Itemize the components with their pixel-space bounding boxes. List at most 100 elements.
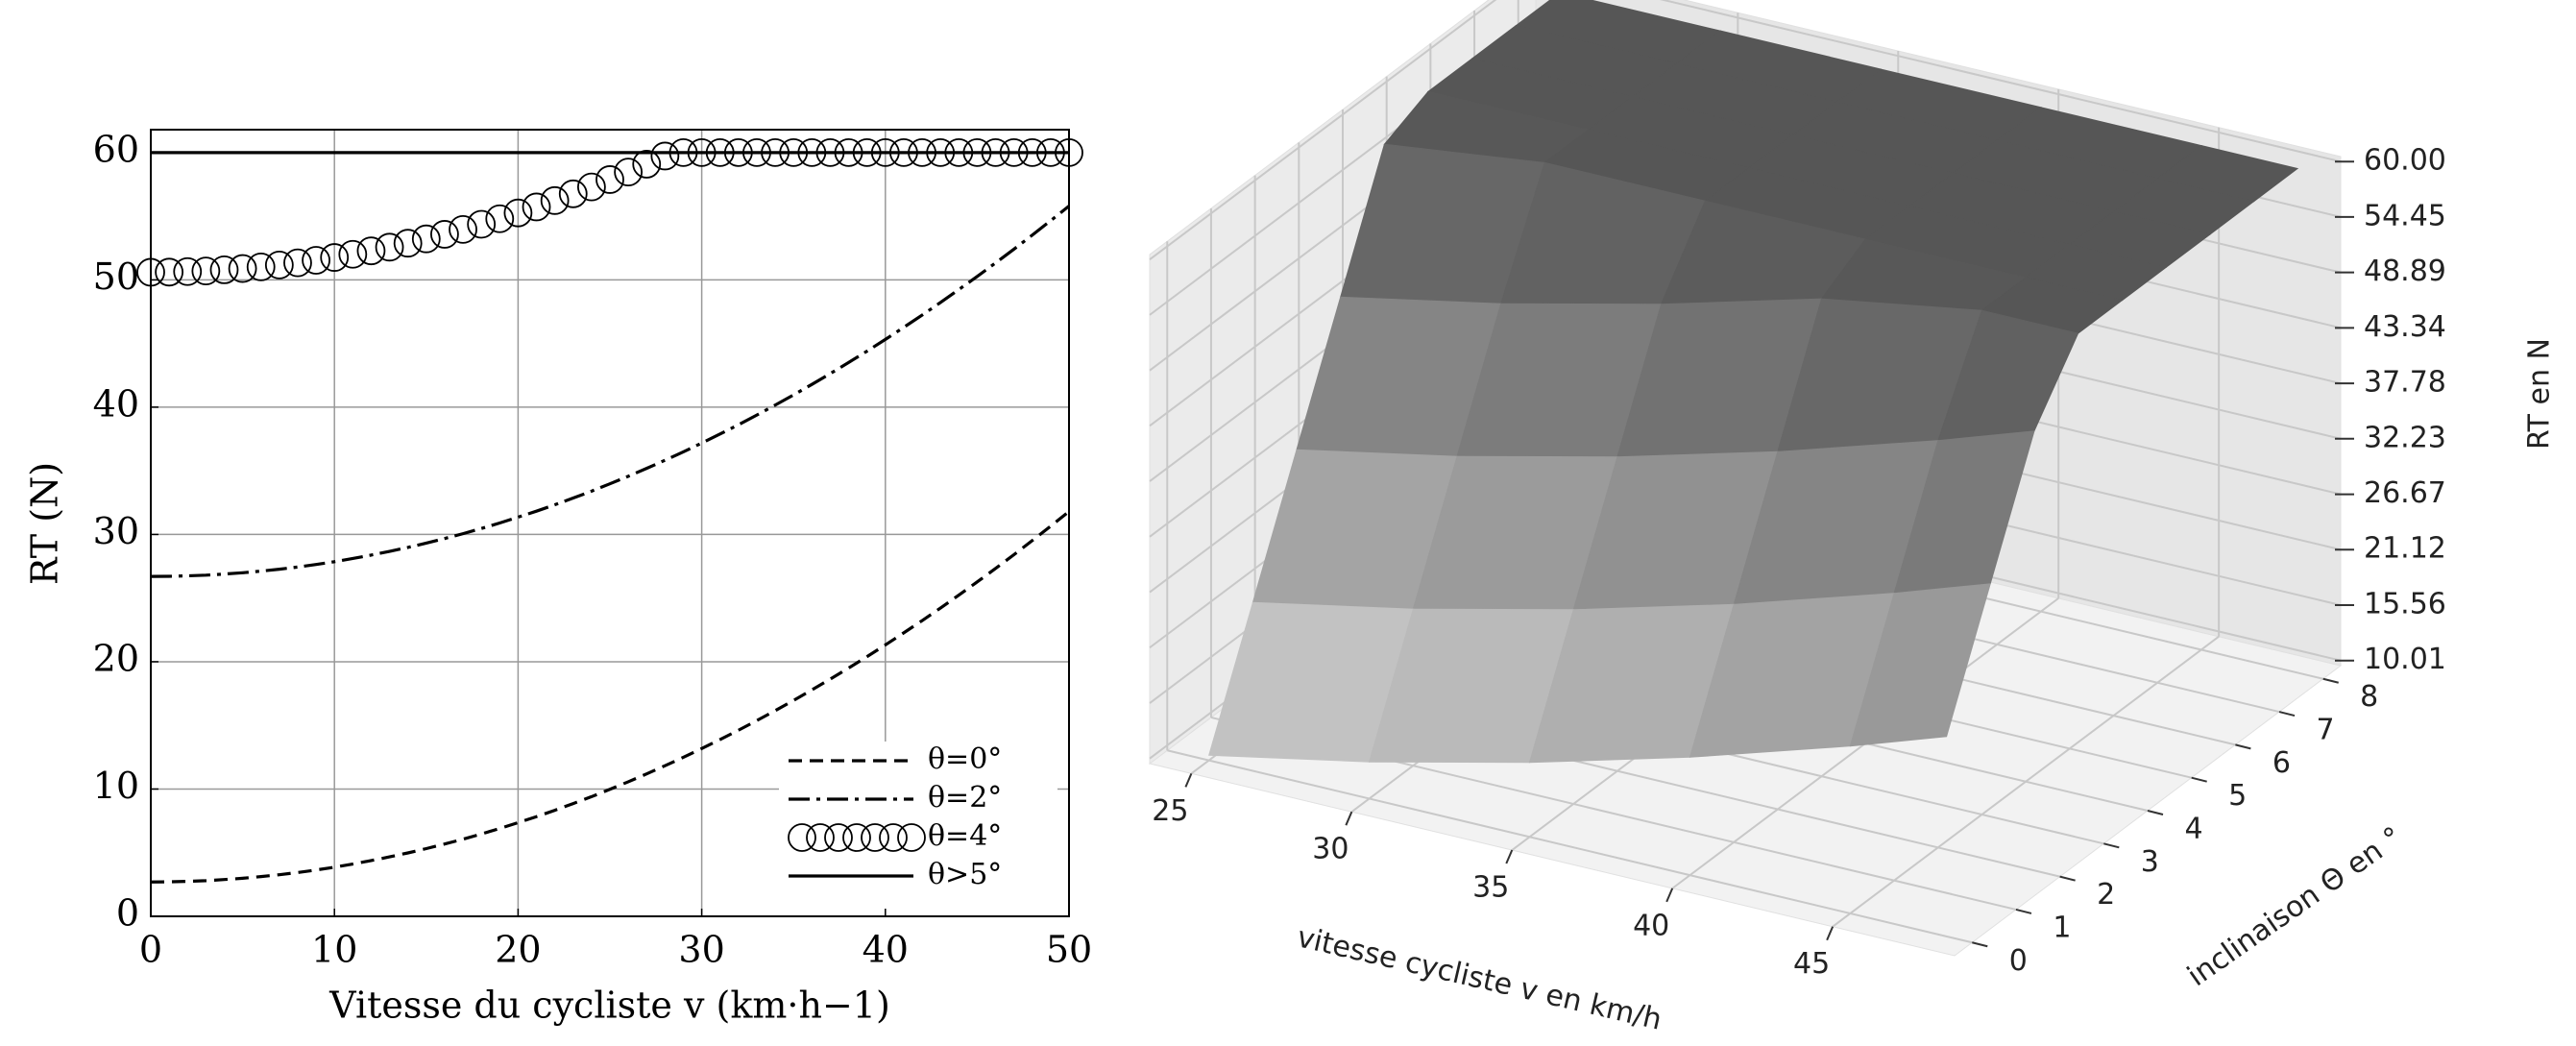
x-tick-label: 30	[678, 929, 724, 971]
data-point	[356, 236, 386, 266]
data-point	[558, 179, 588, 208]
x-axis-label-3d: vitesse cycliste v en km/h	[1294, 920, 1665, 1036]
y-tick	[2235, 743, 2251, 750]
z-tick-label: 10.01	[2364, 643, 2446, 676]
legend-label: θ=2°	[928, 781, 1002, 815]
y-tick-label: 7	[2316, 714, 2334, 747]
data-point	[393, 229, 423, 258]
data-point	[209, 255, 239, 284]
data-point	[375, 232, 404, 262]
y-tick	[2147, 810, 2164, 815]
y-tick-label: 2	[2097, 878, 2115, 912]
x-tick-label: 40	[1633, 909, 1669, 942]
data-point	[650, 141, 680, 171]
data-point	[540, 185, 570, 215]
data-point	[283, 248, 312, 278]
x-tick-label: 25	[1152, 794, 1188, 828]
data-point	[246, 252, 276, 281]
y-tick-label: 10	[93, 765, 139, 807]
plot-frame	[150, 129, 1070, 917]
x-tick-label: 35	[1472, 871, 1509, 905]
data-point	[467, 209, 497, 239]
legend-swatch	[842, 823, 871, 852]
y-tick	[2322, 677, 2339, 684]
legend-label: θ>5°	[928, 858, 1002, 891]
y-tick-label: 8	[2360, 680, 2378, 714]
data-point	[320, 243, 350, 272]
y-tick	[1972, 941, 1988, 948]
y-tick-label: 0	[2009, 944, 2028, 978]
data-point	[430, 220, 459, 249]
y-tick-label: 1	[2053, 911, 2071, 944]
z-tick-label: 32.23	[2364, 421, 2446, 454]
legend-swatch	[897, 823, 926, 852]
data-point	[264, 250, 294, 280]
x-tick	[1665, 888, 1674, 903]
y-tick-label: 30	[93, 510, 139, 552]
z-tick-label: 37.78	[2364, 366, 2446, 400]
data-point	[173, 256, 203, 286]
y-axis-label: RT (N)	[24, 462, 66, 585]
data-point	[155, 257, 184, 287]
data-point	[522, 192, 551, 222]
grid-line	[1167, 749, 1973, 944]
data-line	[150, 205, 1070, 578]
y-tick-label: 3	[2141, 845, 2159, 879]
z-axis-label-3d: RT en N	[2523, 338, 2557, 450]
z-tick-label: 48.89	[2364, 255, 2446, 288]
y-tick-label: 20	[93, 637, 139, 679]
data-point	[191, 256, 221, 286]
y-tick-label: 5	[2228, 779, 2247, 813]
y-tick-label: 40	[93, 382, 139, 425]
legend-swatch	[879, 823, 908, 852]
y-tick	[2191, 776, 2207, 783]
legend-swatch	[806, 823, 835, 852]
data-point	[632, 150, 662, 179]
data-line	[150, 510, 1070, 884]
data-point	[228, 254, 257, 283]
y-tick-label: 60	[93, 128, 139, 170]
y-tick-label: 50	[93, 255, 139, 298]
data-point	[485, 204, 515, 233]
x-tick	[1184, 772, 1193, 788]
legend-swatch	[824, 823, 853, 852]
y-tick-label: 4	[2184, 813, 2202, 846]
z-tick-label: 26.67	[2364, 476, 2446, 510]
data-point	[614, 158, 644, 187]
x-tick-label: 30	[1312, 833, 1349, 866]
x-tick-label: 45	[1793, 947, 1830, 981]
legend-swatch	[788, 823, 816, 852]
x-tick-label: 10	[311, 929, 357, 971]
x-tick-label: 20	[495, 929, 541, 971]
x-tick-label: 50	[1046, 929, 1092, 971]
legend-label: θ=0°	[928, 742, 1002, 776]
x-tick-label: 0	[139, 929, 162, 971]
data-point	[302, 246, 330, 275]
z-tick-label: 15.56	[2364, 588, 2446, 621]
z-tick-label: 43.34	[2364, 310, 2446, 344]
x-tick	[1505, 849, 1514, 864]
y-tick	[2015, 908, 2032, 914]
data-point	[449, 214, 477, 244]
x-tick-label: 40	[863, 929, 909, 971]
grid-line	[1149, 0, 1497, 260]
z-tick-label: 54.45	[2364, 199, 2446, 232]
data-point	[576, 172, 606, 202]
data-point	[503, 198, 533, 228]
surface-patch	[1849, 583, 1991, 747]
data-point	[595, 165, 624, 194]
y-tick	[2059, 875, 2076, 882]
y-tick	[2278, 711, 2296, 718]
x-axis-label: Vitesse du cycliste v (km·h−1)	[328, 985, 890, 1027]
data-point	[411, 224, 441, 254]
y-tick	[2103, 842, 2120, 849]
data-point	[338, 239, 368, 269]
x-tick	[1826, 926, 1835, 941]
legend-swatch	[861, 823, 889, 852]
x-tick	[1345, 811, 1353, 826]
z-tick-label: 60.00	[2364, 144, 2446, 178]
y-axis-label-3d: inclinaison Θ en °	[2181, 820, 2408, 993]
z-tick-label: 21.12	[2364, 532, 2446, 566]
y-tick-label: 6	[2272, 746, 2291, 780]
